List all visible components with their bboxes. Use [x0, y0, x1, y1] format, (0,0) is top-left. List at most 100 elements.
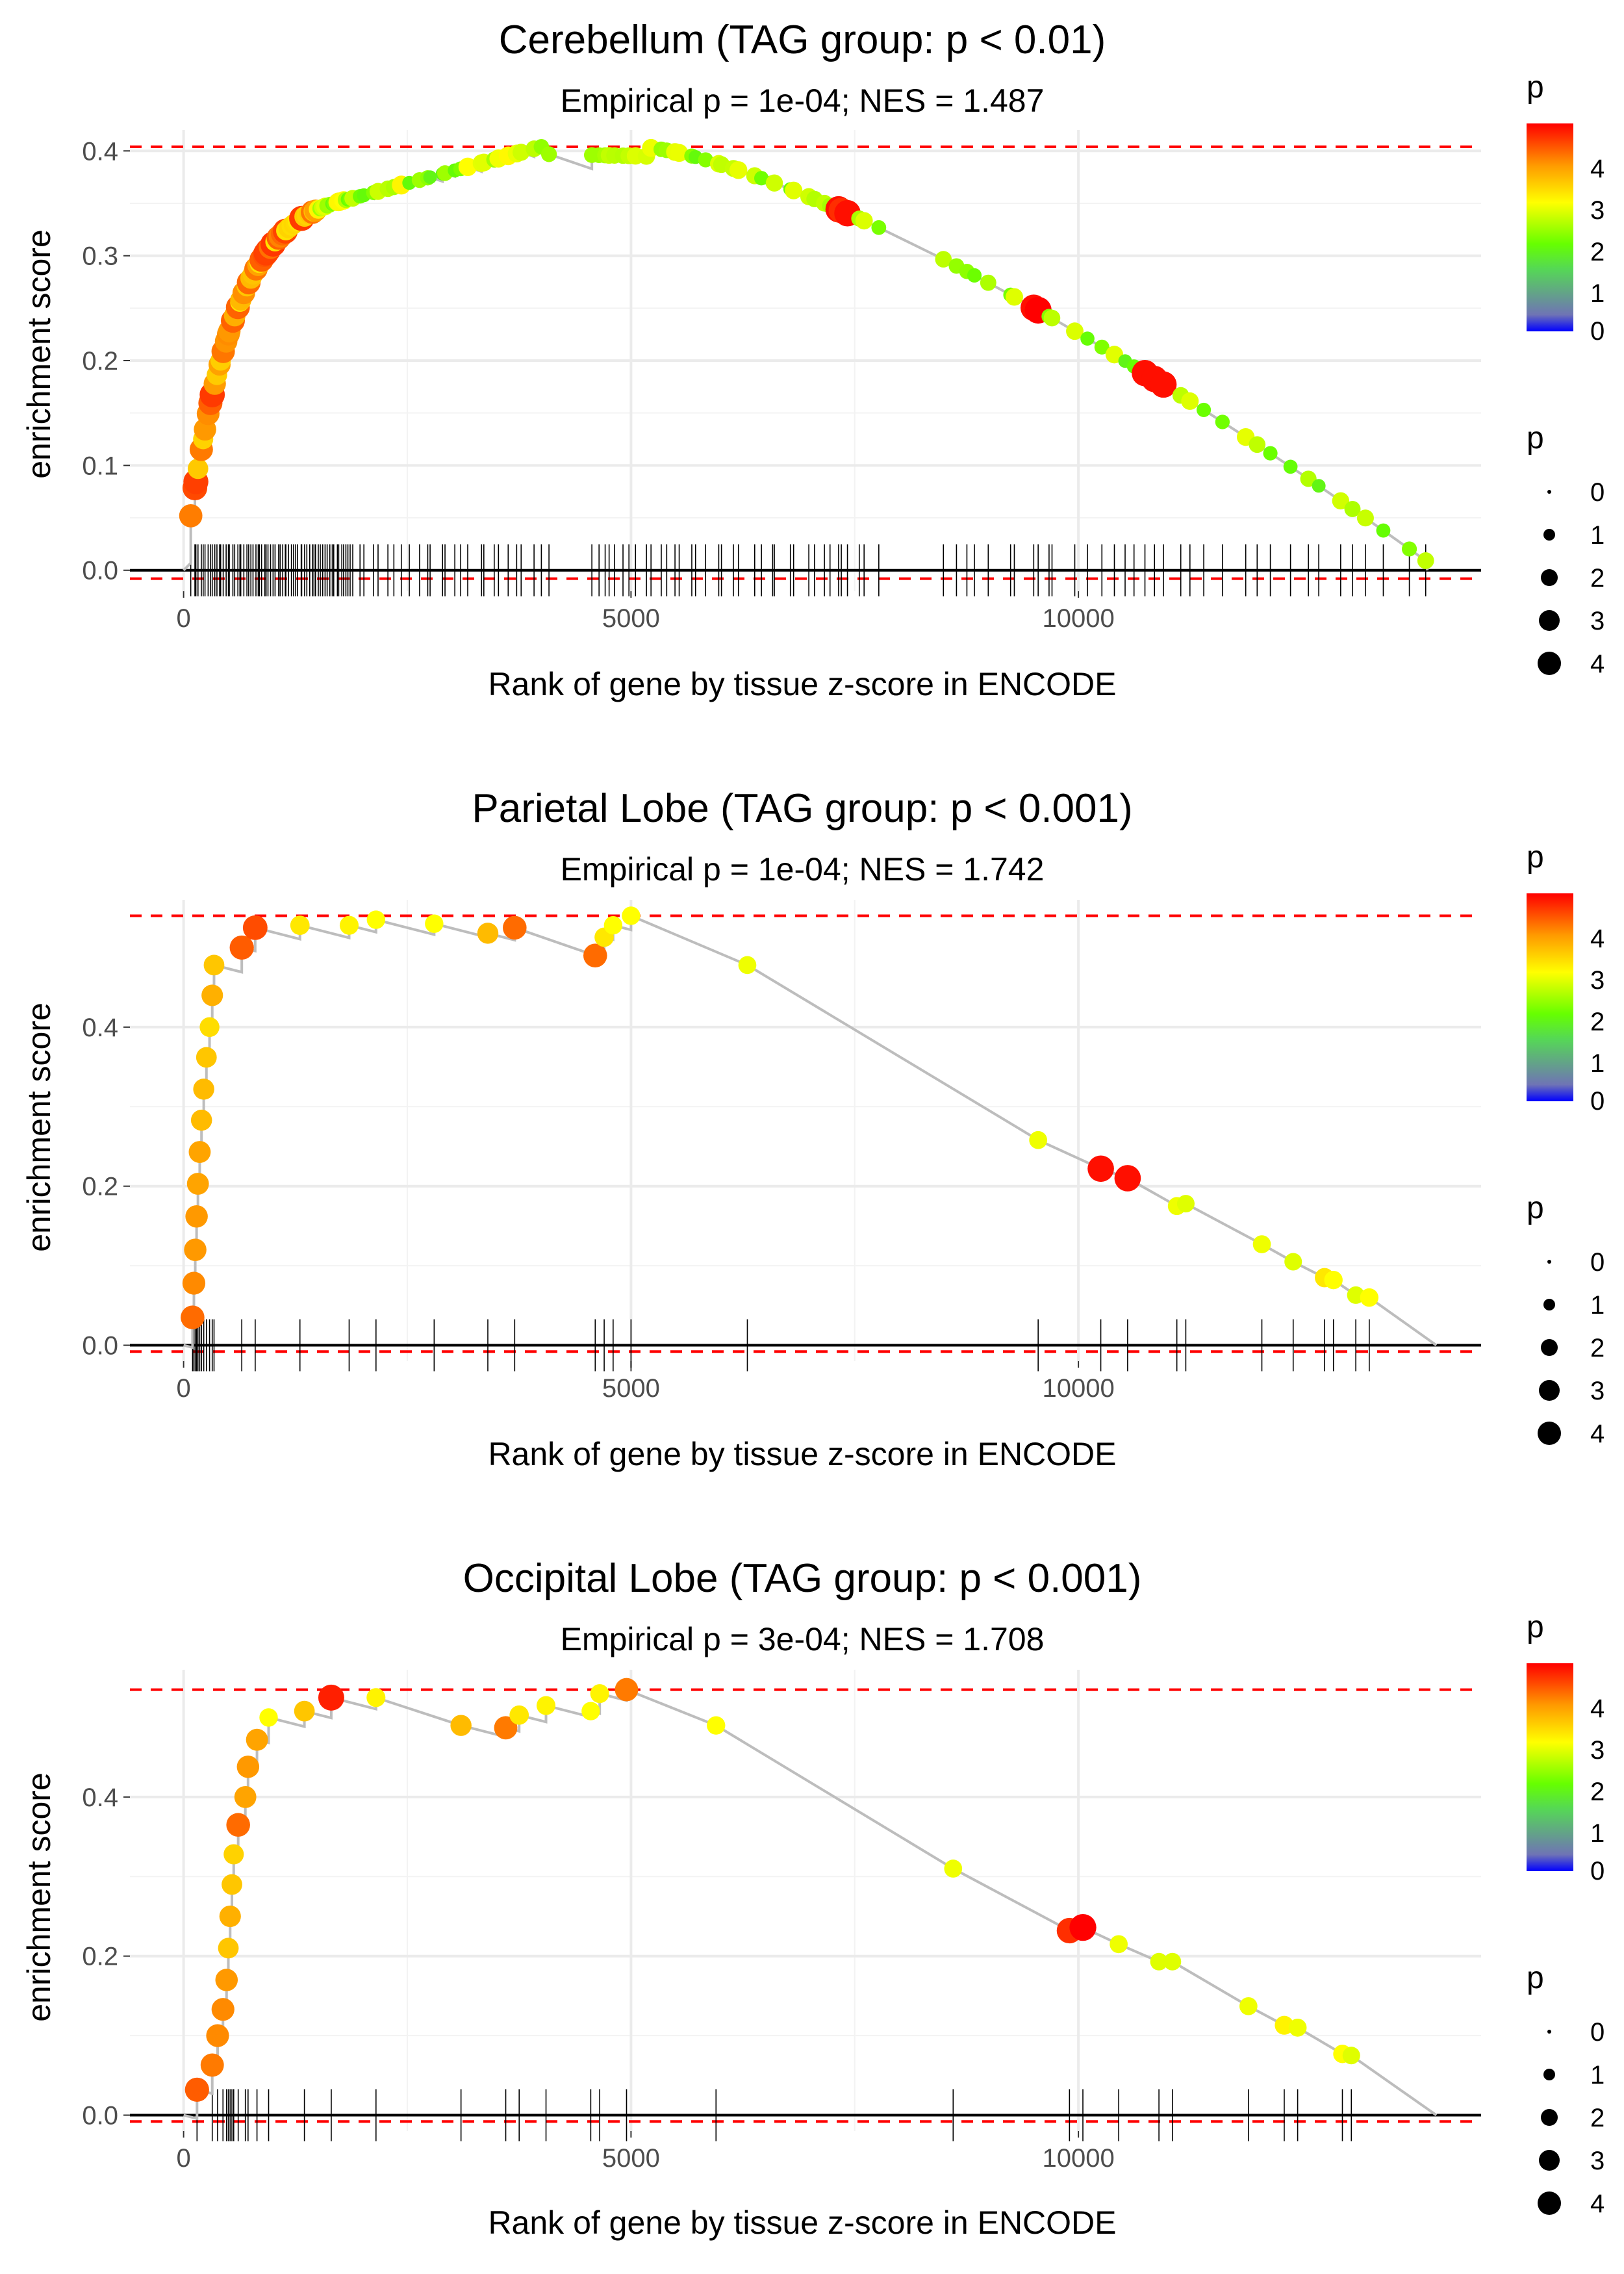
hit-point: [222, 1874, 242, 1895]
x-tick-label: 5000: [602, 2144, 660, 2173]
hit-point: [1417, 552, 1434, 569]
hit-point: [1066, 322, 1084, 340]
y-tick-label: 0.0: [82, 1332, 118, 1361]
hit-point: [187, 458, 209, 479]
size-legend-label: 0: [1590, 1248, 1605, 1277]
y-tick-label: 0.2: [82, 1943, 118, 1971]
color-legend-label: 0: [1590, 1087, 1605, 1116]
size-legend-dot: [1547, 2030, 1551, 2034]
hit-point: [1344, 500, 1361, 517]
size-legend-label: 1: [1590, 521, 1605, 550]
x-tick-label: 0: [177, 604, 191, 633]
hit-point: [1356, 509, 1374, 527]
hit-point: [226, 1813, 250, 1837]
color-legend-label: 0: [1590, 317, 1605, 346]
size-legend-label: 4: [1590, 650, 1605, 678]
rug-marks: [192, 1319, 1370, 1372]
color-legend: p 4 3 2 1 0: [1527, 1610, 1605, 1885]
color-legend-label: 1: [1590, 279, 1605, 308]
size-legend: p 0 1 2 3 4: [1527, 1191, 1605, 1448]
hit-point: [1150, 371, 1177, 398]
hit-point: [590, 1684, 609, 1704]
x-tick-label: 10000: [1043, 2144, 1115, 2173]
hit-point: [1284, 1253, 1302, 1271]
size-legend-dot: [1538, 1422, 1561, 1445]
hit-point: [1239, 1997, 1258, 2015]
hit-point: [318, 1684, 344, 1711]
hit-point: [218, 1937, 239, 1959]
size-legend-dot: [1547, 490, 1551, 494]
panel-occipital-lobe: Occipital Lobe (TAG group: p < 0.001) Em…: [21, 1556, 1605, 2241]
hit-point: [229, 935, 254, 960]
size-legend-title: p: [1527, 1961, 1544, 1995]
hit-point: [234, 1785, 257, 1808]
es-curve-line: [183, 144, 1429, 572]
hit-point: [1080, 331, 1095, 346]
hit-point: [206, 2024, 229, 2047]
size-legend-dot: [1543, 2069, 1555, 2080]
chart-title: Cerebellum (TAG group: p < 0.01): [499, 18, 1106, 62]
hit-point: [785, 181, 803, 199]
hit-point: [1300, 470, 1317, 487]
hit-point: [294, 1700, 315, 1722]
size-legend-dot: [1539, 1380, 1560, 1401]
color-bar: [1527, 893, 1573, 1101]
size-legend-dot: [1538, 2191, 1561, 2215]
hit-point: [581, 1702, 600, 1720]
color-legend-label: 4: [1590, 925, 1605, 953]
es-curve-line: [183, 913, 1438, 1349]
color-legend-label: 2: [1590, 1008, 1605, 1036]
hit-point: [1332, 492, 1350, 510]
color-legend-label: 2: [1590, 1778, 1605, 1806]
hit-point: [1283, 459, 1298, 474]
hit-point: [980, 274, 996, 291]
hit-point: [1043, 309, 1061, 327]
rug-marks: [196, 2089, 1352, 2141]
size-legend-dot: [1541, 569, 1558, 586]
y-axis-title: enrichment score: [21, 229, 57, 479]
hit-points: [184, 1678, 1360, 2102]
hit-point: [242, 915, 268, 940]
size-legend-label: 0: [1590, 2018, 1605, 2047]
hit-point: [615, 1678, 639, 1702]
color-legend-label: 3: [1590, 1736, 1605, 1765]
hit-point: [181, 1305, 205, 1329]
running-es-curve: [183, 1687, 1438, 2121]
hit-point: [944, 1859, 963, 1878]
running-es-curve: [183, 913, 1438, 1349]
color-legend-label: 0: [1590, 1857, 1605, 1885]
hit-point: [855, 212, 873, 230]
hit-point: [1029, 1131, 1048, 1149]
hit-point: [184, 1238, 207, 1261]
color-legend: p 4 3 2 1 0: [1527, 840, 1605, 1116]
size-legend-dot: [1541, 2109, 1558, 2126]
hit-point: [967, 268, 982, 283]
reference-lines: [130, 914, 1481, 1353]
color-legend-title: p: [1527, 1610, 1544, 1644]
reference-lines: [130, 1688, 1481, 2123]
hit-point: [425, 914, 444, 933]
hit-point: [754, 171, 769, 186]
x-axis-title: Rank of gene by tissue z-score in ENCODE: [488, 666, 1116, 702]
hit-point: [339, 915, 359, 935]
size-legend-dot: [1538, 652, 1561, 675]
color-legend: p 4 3 2 1 0: [1527, 70, 1605, 346]
hit-point: [203, 954, 225, 976]
color-legend-label: 2: [1590, 238, 1605, 266]
hit-point: [1342, 2047, 1360, 2065]
hit-point: [513, 144, 530, 161]
hit-point: [494, 1716, 518, 1740]
x-axis-title: Rank of gene by tissue z-score in ENCODE: [488, 2204, 1116, 2241]
es-curve-line: [183, 1687, 1438, 2121]
size-legend-label: 3: [1590, 607, 1605, 635]
size-legend-dot: [1541, 1339, 1558, 1356]
hit-point: [1197, 402, 1212, 417]
x-tick-label: 10000: [1043, 604, 1115, 633]
hit-point: [1252, 1235, 1271, 1253]
hit-point: [1069, 1913, 1097, 1941]
size-legend-label: 2: [1590, 2104, 1605, 2132]
hit-point: [1110, 1935, 1128, 1954]
hit-point: [1087, 1155, 1114, 1182]
y-tick-label: 0.4: [82, 137, 118, 166]
hit-point: [1324, 1270, 1343, 1290]
